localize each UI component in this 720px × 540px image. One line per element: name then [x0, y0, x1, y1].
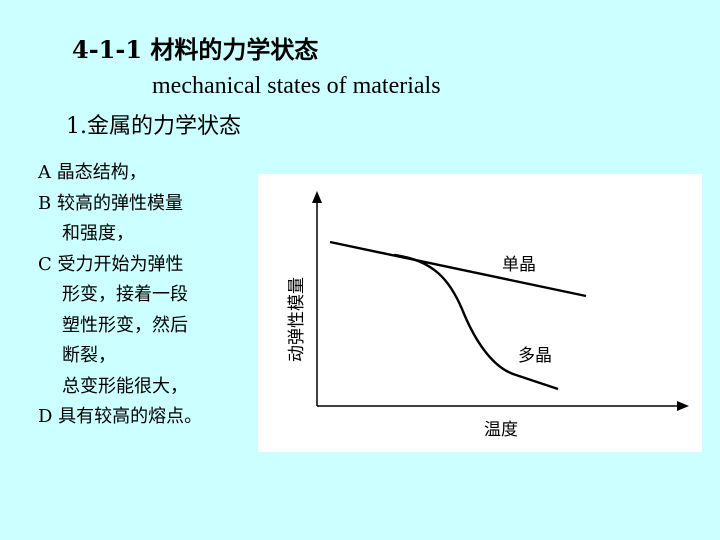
property-a: A 晶态结构，	[38, 162, 147, 183]
x-axis-label: 温度	[484, 420, 518, 440]
single-crystal-label: 单晶	[502, 255, 536, 275]
property-d: D 具有较高的熔点。	[38, 406, 203, 427]
diagram-svg: 单晶 多晶 温度 动弹性模量	[258, 174, 702, 452]
section-heading: 1.金属的力学状态	[66, 114, 241, 139]
property-c-line5: 总变形能很大，	[62, 375, 188, 397]
property-c-line3: 塑性形变，然后	[62, 314, 188, 336]
property-c: C 受力开始为弹性	[38, 253, 184, 275]
property-list: A 晶态结构， B 较高的弹性模量 和强度， C 受力开始为弹性 形变，接着一段…	[38, 158, 202, 433]
x-axis-arrow-icon	[677, 401, 689, 411]
property-b: B 较高的弹性模量	[38, 192, 183, 214]
polycrystal-curve	[393, 253, 559, 391]
page-title: 4-1-1 材料的力学状态	[72, 35, 319, 64]
property-b-continued: 和强度，	[62, 223, 134, 244]
single-crystal-curve	[329, 240, 587, 298]
polycrystal-label: 多晶	[518, 346, 552, 366]
modulus-temperature-diagram: 单晶 多晶 温度 动弹性模量	[258, 174, 702, 456]
diagram-panel	[258, 174, 702, 452]
english-subtitle: mechanical states of materials	[152, 73, 441, 99]
y-axis-arrow-icon	[312, 191, 322, 203]
property-c-line2: 形变，接着一段	[62, 284, 188, 305]
y-axis-label: 动弹性模量	[287, 277, 307, 362]
property-c-line4: 断裂，	[62, 345, 116, 366]
